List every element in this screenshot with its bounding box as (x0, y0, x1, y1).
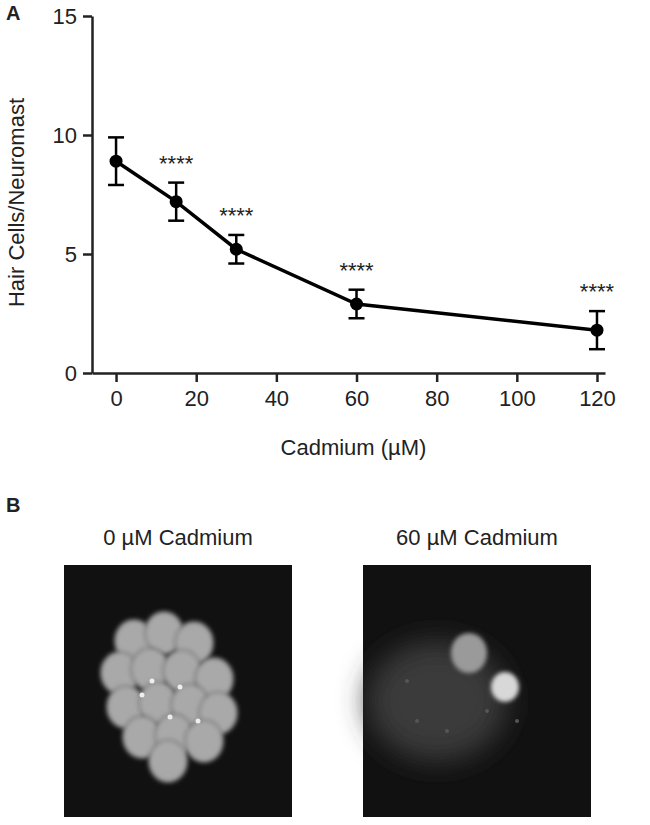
x-tick-label: 0 (110, 386, 122, 411)
y-tick-label: 10 (53, 123, 77, 148)
x-tick: 0 (110, 373, 122, 411)
error-bar (168, 183, 184, 221)
error-bar (349, 290, 365, 319)
y-tick-mark (83, 134, 92, 137)
annotation: **** (159, 151, 194, 176)
micrograph (363, 565, 591, 817)
x-axis-line (93, 372, 606, 375)
y-tick: 15 (53, 4, 92, 29)
x-tick: 20 (184, 373, 208, 411)
error-bar (108, 137, 124, 185)
hair-cell (185, 720, 223, 762)
x-tick: 80 (425, 373, 449, 411)
micrograph-background (64, 565, 292, 817)
hair-cell (149, 740, 187, 782)
bright-spot (168, 715, 173, 720)
debris-spot (445, 729, 449, 733)
error-bar-cap (349, 288, 365, 291)
x-tick-label: 100 (499, 386, 536, 411)
y-axis-title: Hair Cells/Neuromast (4, 98, 29, 307)
data-point (110, 155, 123, 168)
data-line (116, 161, 597, 330)
bright-spot (150, 679, 155, 684)
image-caption: 0 µM Cadmium (103, 525, 253, 550)
error-bar-cap (108, 184, 124, 187)
data-point (590, 324, 603, 337)
data-point (230, 243, 243, 256)
error-bar-cap (228, 234, 244, 237)
debris-spot (415, 719, 419, 723)
hair-cell (451, 633, 487, 673)
hair-cell (491, 672, 519, 702)
image-caption: 60 µM Cadmium (396, 525, 558, 550)
x-tick-label: 20 (184, 386, 208, 411)
y-tick-label: 5 (65, 242, 77, 267)
data-point (350, 297, 363, 310)
debris-spot (515, 719, 519, 723)
x-tick-mark (276, 373, 279, 382)
x-axis-title: Cadmium (µM) (281, 435, 427, 460)
annotation: **** (580, 279, 615, 304)
debris-spot (405, 679, 409, 683)
debris-spot (485, 709, 489, 713)
error-bar-cap (108, 136, 124, 139)
micrograph-background (363, 565, 591, 817)
x-tick: 60 (345, 373, 369, 411)
x-tick-mark (115, 373, 118, 382)
data-point (170, 195, 183, 208)
y-tick-label: 0 (65, 361, 77, 386)
panel-label: A (6, 2, 20, 24)
x-tick: 40 (265, 373, 289, 411)
micrograph (64, 565, 292, 817)
bright-spot (178, 685, 183, 690)
y-tick: 10 (53, 123, 92, 148)
x-tick-label: 120 (579, 386, 616, 411)
x-tick-label: 40 (265, 386, 289, 411)
y-axis: 0 5 10 15 (53, 4, 93, 386)
y-tick-mark (83, 253, 92, 256)
bright-spot (196, 719, 201, 724)
x-tick-mark (356, 373, 359, 382)
bright-spot (140, 693, 145, 698)
plot-area (108, 137, 605, 349)
error-bar-cap (589, 348, 605, 351)
error-bar (589, 311, 605, 349)
y-tick-mark (83, 15, 92, 18)
error-bar-cap (589, 310, 605, 313)
annotation: **** (339, 258, 374, 283)
error-bar-cap (168, 219, 184, 222)
x-tick: 100 (499, 373, 536, 411)
x-tick-mark (596, 373, 599, 382)
y-tick: 5 (65, 242, 92, 267)
x-tick-mark (516, 373, 519, 382)
annotation: **** (219, 203, 254, 228)
y-tick: 0 (65, 361, 92, 386)
y-axis-line (91, 17, 94, 374)
x-tick: 120 (579, 373, 616, 411)
error-bar-cap (228, 262, 244, 265)
x-tick-mark (195, 373, 198, 382)
figure: A 0 5 10 15 0 20 40 60 80 100 120 Cadmium (µM) Hair C… (0, 0, 650, 825)
x-axis: 0 20 40 60 80 100 120 (93, 373, 616, 411)
error-bar-cap (168, 181, 184, 184)
y-tick-mark (83, 372, 92, 375)
y-tick-label: 15 (53, 4, 77, 29)
x-tick-mark (436, 373, 439, 382)
x-tick-label: 60 (345, 386, 369, 411)
error-bar-cap (349, 317, 365, 320)
panel-label: B (6, 494, 20, 516)
error-bar (228, 235, 244, 264)
x-tick-label: 80 (425, 386, 449, 411)
